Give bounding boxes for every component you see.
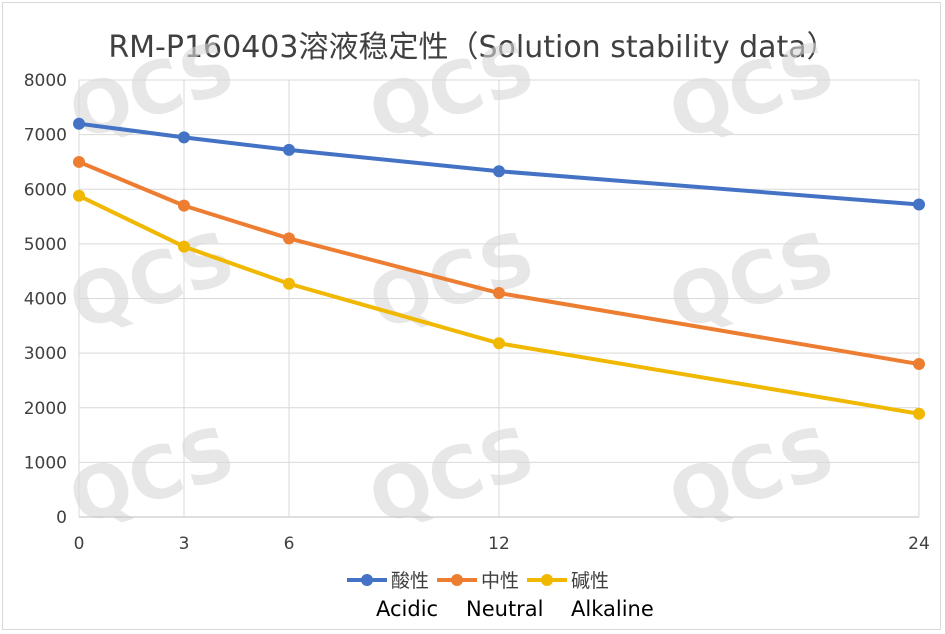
legend-label-neutral: 中性 (481, 570, 520, 592)
annotation-alkaline: Alkaline (571, 597, 654, 621)
y-tick-label: 6000 (24, 180, 67, 200)
data-point[interactable] (283, 277, 295, 290)
legend: 酸性 中性 碱性 (345, 566, 615, 593)
y-tick-label: 3000 (24, 344, 67, 364)
legend-item-acidic[interactable]: 酸性 (345, 566, 429, 593)
y-tick-label: 4000 (24, 290, 67, 310)
watermark-qcs: QCS (359, 410, 544, 542)
data-point[interactable] (73, 117, 85, 130)
data-point[interactable] (913, 358, 925, 371)
data-point[interactable] (493, 165, 505, 178)
data-point[interactable] (73, 155, 85, 168)
watermark-qcs: QCS (59, 25, 244, 157)
legend-swatch-acidic (347, 573, 387, 586)
data-point[interactable] (493, 287, 505, 300)
watermark-qcs: QCS (659, 25, 844, 157)
legend-swatch-neutral (437, 573, 478, 586)
x-tick-label: 6 (284, 534, 295, 554)
data-point[interactable] (73, 189, 85, 202)
chart-title: RM-P160403溶液稳定性（Solution stability data） (108, 30, 837, 65)
data-point[interactable] (913, 407, 925, 420)
data-point[interactable] (178, 240, 190, 253)
data-point[interactable] (493, 337, 505, 350)
watermark-qcs: QCS (59, 410, 244, 542)
data-point[interactable] (178, 199, 190, 212)
data-point[interactable] (913, 198, 925, 211)
annotation-neutral: Neutral (466, 597, 544, 621)
y-tick-label: 8000 (24, 71, 67, 91)
watermark-qcs: QCS (659, 410, 844, 542)
data-point[interactable] (283, 232, 295, 245)
x-tick-label: 12 (488, 534, 510, 554)
annotation-acidic: Acidic (376, 597, 439, 621)
legend-label-alkaline: 碱性 (571, 570, 610, 592)
y-tick-label: 1000 (24, 453, 67, 473)
x-tick-layer: 0 3 6 12 24 (74, 534, 930, 554)
x-tick-label: 3 (179, 534, 190, 554)
series-layer (73, 117, 925, 420)
data-point[interactable] (178, 131, 190, 144)
x-tick-label: 24 (908, 534, 930, 554)
y-tick-label: 5000 (24, 235, 67, 255)
legend-label-acidic: 酸性 (391, 570, 430, 592)
data-point[interactable] (283, 143, 295, 156)
x-tick-label: 0 (74, 534, 85, 554)
legend-swatch-alkaline (527, 573, 568, 586)
legend-item-alkaline[interactable]: 碱性 (525, 566, 609, 593)
legend-item-neutral[interactable]: 中性 (435, 566, 519, 593)
y-tick-label: 7000 (24, 126, 67, 146)
y-tick-label: 0 (56, 508, 67, 528)
watermark-qcs: QCS (359, 25, 544, 157)
watermark-qcs: QCS (59, 215, 244, 347)
y-tick-layer: 0 1000 2000 3000 4000 5000 6000 7000 8000 (24, 71, 67, 528)
y-tick-label: 2000 (24, 399, 67, 419)
